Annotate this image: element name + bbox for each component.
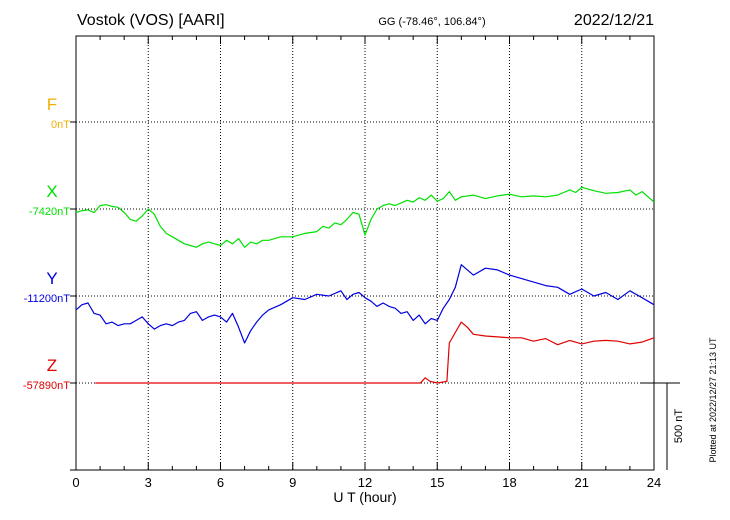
station-title: Vostok (VOS) [AARI] (77, 12, 225, 29)
series-name-x: X (46, 182, 57, 201)
series-line-x (75, 186, 655, 248)
x-tick-label: 9 (289, 475, 296, 490)
series-baseline-y: -11200nT (24, 293, 71, 305)
series-name-z: Z (47, 356, 57, 375)
plotted-at-note: Plotted at 2022/12/27 21:13 UT (708, 337, 718, 463)
x-tick-labels: 0 3 6 9 12 15 18 21 24 (72, 475, 661, 490)
station-coordinates: GG (-78.46°, 106.84°) (378, 16, 485, 28)
x-tick-label: 24 (647, 475, 661, 490)
x-tick-label: 21 (575, 475, 589, 490)
series-name-f: F (47, 95, 57, 114)
series-line-z (95, 321, 655, 384)
x-tick-label: 0 (72, 475, 79, 490)
x-tick-label: 12 (358, 475, 372, 490)
series-baseline-z: -57890nT (23, 380, 70, 392)
series-name-y: Y (46, 269, 57, 288)
x-axis-label: U T (hour) (333, 489, 396, 505)
plot-date: 2022/12/21 (574, 12, 654, 29)
x-tick-label: 18 (502, 475, 516, 490)
grid-lines (76, 36, 654, 470)
x-tick-label: 6 (217, 475, 224, 490)
series-baseline-f: 0nT (51, 119, 70, 131)
component-labels: F 0nT X -7420nT Y -11200nT Z -57890nT (23, 95, 70, 392)
series-lines (75, 186, 655, 384)
scale-bar-label: 500 nT (673, 409, 685, 444)
series-baseline-x: -7420nT (29, 206, 70, 218)
axis-ticks (70, 36, 655, 471)
x-tick-label: 15 (430, 475, 444, 490)
series-line-y (75, 264, 655, 344)
x-tick-label: 3 (145, 475, 152, 490)
